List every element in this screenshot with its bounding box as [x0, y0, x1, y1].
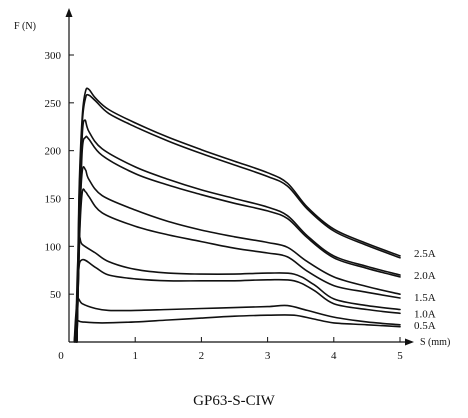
y-tick-label: 150 [45, 194, 62, 206]
x-axis-arrow [405, 338, 414, 346]
series-label-0-5A: 0.5A [414, 320, 436, 332]
series-label-1-0A: 1.0A [414, 308, 436, 320]
series-line-1-0A-a [74, 236, 401, 343]
y-tick-label: 300 [45, 50, 62, 62]
series-label-2-0A: 2.0A [414, 270, 436, 282]
x-ticks: 0 1 2 3 4 5 [58, 337, 403, 362]
x-tick-label: 0 [58, 350, 64, 362]
series-label-2-5A: 2.5A [414, 248, 436, 260]
chart-title: GP63-S-CIW [193, 393, 276, 409]
series-line-2-0A-a [76, 119, 401, 343]
x-axis-title: S (mm) [420, 337, 450, 348]
series-line-1-5A-b [76, 166, 401, 343]
series-line-2-5A-b [76, 93, 401, 343]
y-axis-arrow [65, 8, 73, 17]
series-line-1-5A-a [76, 188, 401, 343]
series-line-2-0A-b [76, 135, 401, 343]
x-tick-label: 5 [397, 350, 403, 362]
axes: F (N) S (mm) [14, 8, 450, 348]
series-line-0-5A-a [73, 297, 401, 343]
series-line-0-5A-b [73, 314, 401, 343]
y-tick-label: 50 [50, 289, 62, 301]
y-axis-title: F (N) [14, 21, 36, 32]
y-tick-label: 100 [45, 241, 62, 253]
series-label-1-5A: 1.5A [414, 292, 436, 304]
curves [73, 87, 401, 343]
y-tick-label: 200 [45, 146, 62, 158]
x-tick-label: 4 [331, 350, 337, 362]
x-tick-label: 1 [132, 350, 138, 362]
series-end-labels: 2.5A 2.0A 1.5A 1.0A0.5A [414, 248, 436, 332]
x-tick-label: 2 [199, 350, 205, 362]
y-ticks: 50 100 150 200 250 300 [45, 50, 74, 301]
y-tick-label: 250 [45, 98, 62, 110]
series-line-1-0A-b [74, 258, 401, 343]
x-tick-label: 3 [265, 350, 271, 362]
